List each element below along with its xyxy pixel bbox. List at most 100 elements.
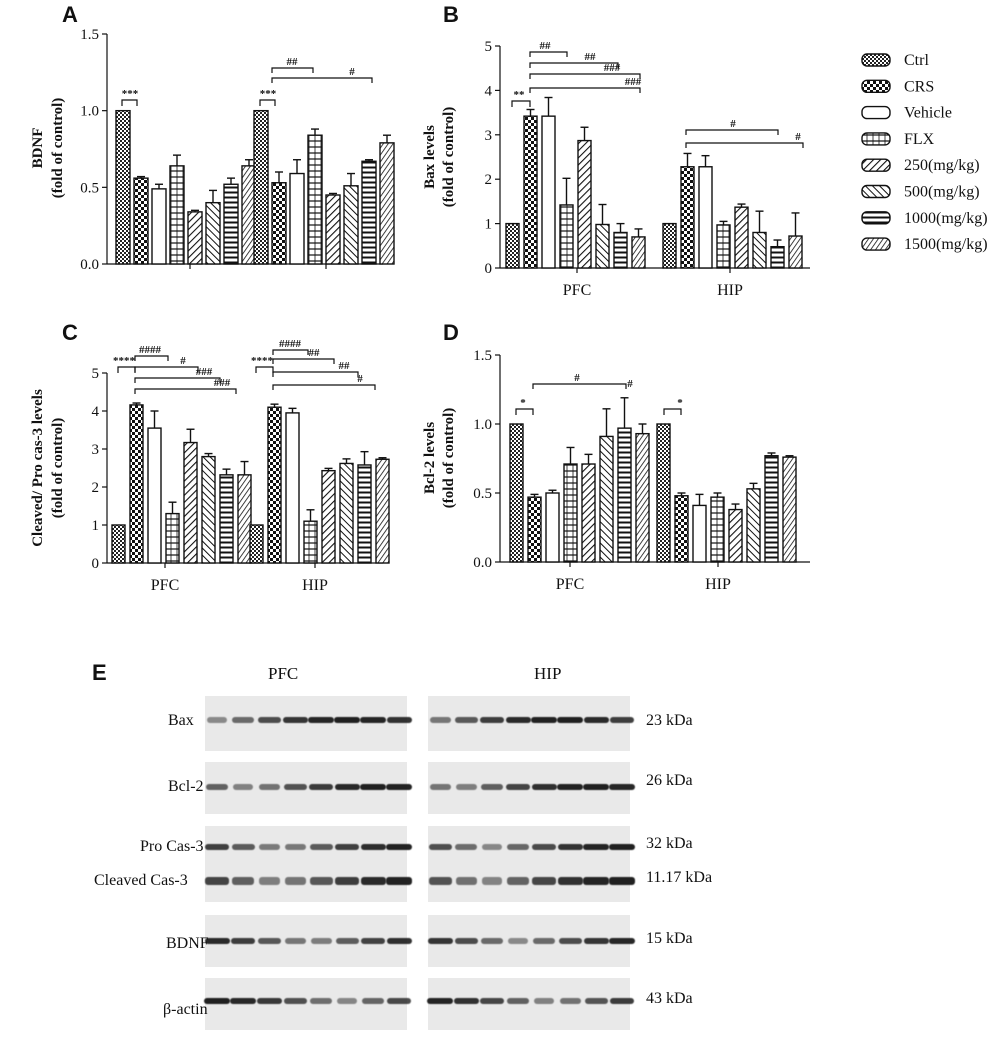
legend-label: Vehicle	[904, 105, 952, 122]
legend-label: Ctrl	[904, 52, 929, 69]
blot-row-label: BDNF	[166, 935, 209, 952]
significance-bracket	[255, 366, 274, 373]
blot-band	[205, 844, 229, 850]
significance-label: ***	[260, 88, 277, 100]
svg-text:(fold of control): (fold of control)	[50, 418, 66, 519]
y-tick-label: 4	[485, 83, 493, 99]
significance-line	[272, 358, 335, 364]
significance-line	[529, 51, 568, 57]
blot-band	[205, 877, 229, 885]
blot-kda-label: 26 kDa	[646, 772, 693, 789]
blot-band	[609, 938, 635, 944]
x-group-label: PFC	[556, 576, 584, 593]
blot-membrane	[204, 978, 411, 1030]
svg-text:(fold of control): (fold of control)	[50, 98, 66, 199]
blot-row-label: Pro Cas-3	[140, 838, 204, 855]
significance-label: *	[520, 397, 526, 409]
significance-label: **	[514, 89, 526, 101]
blot-row-label: Bax	[168, 712, 194, 729]
legend-label: CRS	[904, 78, 934, 95]
blot-band	[610, 717, 634, 723]
blot-band	[284, 877, 306, 885]
y-tick-label: 3	[485, 128, 493, 144]
blot-band	[429, 717, 451, 723]
significance-line	[532, 383, 627, 389]
blot-band	[481, 784, 503, 790]
blot-band	[258, 844, 280, 850]
significance-line	[271, 67, 314, 73]
y-tick-label: 0.0	[80, 257, 99, 273]
y-tick-label: 1.0	[473, 417, 492, 433]
blot-band	[454, 938, 478, 944]
significance-label: #	[357, 373, 363, 385]
blot-band	[609, 844, 635, 850]
y-tick-label: 1.5	[80, 27, 99, 43]
significance-bracket	[121, 99, 138, 106]
blot-band	[557, 877, 583, 885]
legend-item: Ctrl	[861, 52, 929, 69]
significance-bracket	[511, 100, 531, 107]
blot-band	[508, 938, 528, 944]
blot-band	[532, 877, 556, 885]
blot-band	[309, 844, 333, 850]
chart-panel-b: B 0 1 2 3 4 5 PFC HIP Bax levels (fold of control)…	[422, 2, 810, 299]
blot-band	[609, 877, 635, 885]
legend-swatch	[861, 105, 891, 120]
blot-band	[335, 877, 359, 885]
y-tick-label: 2	[92, 480, 100, 496]
blot-band	[480, 998, 504, 1004]
bar	[111, 524, 126, 564]
blot-membrane	[427, 978, 634, 1030]
svg-text:(fold of control): (fold of control)	[441, 107, 457, 208]
blot-row-label: Cleaved Cas-3	[94, 872, 188, 889]
significance-line	[272, 349, 309, 355]
significance-line	[272, 384, 376, 390]
svg-text:BDNF: BDNF	[30, 128, 46, 169]
blot-band	[455, 844, 477, 850]
significance-label: *	[677, 397, 683, 409]
significance-line	[271, 77, 373, 83]
blot-band	[284, 938, 306, 944]
blot-band	[507, 844, 529, 850]
significance-line	[685, 142, 804, 148]
legend-label: FLX	[904, 131, 935, 148]
blot-band	[310, 998, 332, 1004]
blot-band	[335, 844, 359, 850]
svg-text:Bax levels: Bax levels	[422, 125, 438, 189]
legend-item: FLX	[861, 131, 935, 148]
blot-band	[360, 877, 386, 885]
blot-band	[230, 998, 256, 1004]
legend-swatch	[861, 132, 891, 146]
blot-band	[559, 998, 581, 1004]
blot-band	[360, 784, 386, 790]
blot-kda-label: 43 kDa	[646, 990, 693, 1007]
significance-label: ##	[540, 40, 552, 52]
blot-band	[309, 877, 333, 885]
significance-label: #	[730, 118, 736, 130]
legend-label: 1500(mg/kg)	[904, 236, 988, 253]
legend-item: Vehicle	[861, 105, 952, 122]
significance-label: ##	[585, 51, 597, 63]
bar	[115, 109, 131, 265]
panel-letter: A	[62, 2, 78, 27]
y-tick-label: 0.5	[473, 486, 492, 502]
svg-text:(fold of control): (fold of control)	[441, 408, 457, 509]
legend-item: 250(mg/kg)	[861, 157, 980, 174]
y-tick-label: 3	[92, 442, 100, 458]
blot-band	[334, 717, 360, 723]
y-tick-label: 1.5	[473, 348, 492, 364]
legend-swatch	[861, 158, 891, 172]
chart-panel-d: D 0.0 0.5 1.0 1.5 PFC HIP Bcl-2 levels (fold of …	[422, 320, 810, 593]
blot-band	[533, 938, 555, 944]
y-axis-label: Cleaved/ Pro cas-3 levels (fold of contro…	[30, 389, 66, 547]
blot-band	[505, 717, 531, 723]
blot-band	[583, 717, 609, 723]
blot-column-header: PFC	[268, 664, 299, 683]
svg-text:Cleaved/ Pro cas-3 levels: Cleaved/ Pro cas-3 levels	[30, 389, 46, 547]
blot-band	[386, 844, 412, 850]
blot-band	[310, 938, 332, 944]
blot-band	[532, 844, 556, 850]
legend-swatch	[861, 53, 891, 67]
